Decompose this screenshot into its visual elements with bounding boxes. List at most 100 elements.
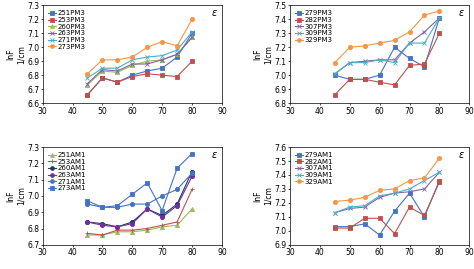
Y-axis label: lnF
1/cm: lnF 1/cm	[6, 45, 26, 64]
282PM3	[392, 83, 397, 87]
279AM1	[377, 233, 383, 237]
271AM1	[145, 203, 150, 206]
Y-axis label: lnF
1/cm: lnF 1/cm	[6, 186, 26, 205]
Text: ε: ε	[211, 150, 217, 160]
307AM1	[332, 211, 337, 214]
282AM1	[332, 226, 337, 230]
279AM1	[347, 225, 353, 228]
282AM1	[437, 180, 442, 183]
253PM3	[174, 75, 180, 78]
Line: 307AM1: 307AM1	[333, 170, 441, 215]
307AM1	[347, 207, 353, 210]
253PM3	[129, 75, 135, 78]
Text: ε: ε	[459, 8, 464, 18]
329PM3	[392, 39, 397, 42]
Line: 253AM1: 253AM1	[85, 187, 194, 237]
271PM3	[174, 48, 180, 52]
309PM3	[332, 72, 337, 75]
271AM1	[115, 206, 120, 209]
279AM1	[437, 179, 442, 182]
Line: 309PM3: 309PM3	[333, 16, 441, 76]
251PM3	[174, 55, 180, 59]
251PM3	[159, 67, 165, 70]
271AM1	[159, 194, 165, 197]
282AM1	[421, 214, 427, 217]
271AM1	[189, 172, 195, 175]
282AM1	[377, 217, 383, 220]
Line: 263AM1: 263AM1	[85, 174, 194, 229]
329PM3	[332, 61, 337, 64]
271PM3	[100, 67, 105, 70]
282PM3	[437, 32, 442, 35]
Line: 279PM3: 279PM3	[333, 16, 441, 82]
329PM3	[421, 13, 427, 17]
279PM3	[421, 65, 427, 68]
329AM1	[407, 179, 412, 182]
260AM1	[85, 220, 91, 224]
Line: 263PM3: 263PM3	[85, 36, 194, 86]
279PM3	[392, 46, 397, 49]
282PM3	[377, 80, 383, 84]
309AM1	[347, 206, 353, 209]
253AM1	[174, 220, 180, 224]
263AM1	[145, 207, 150, 211]
309AM1	[377, 194, 383, 197]
260PM3	[85, 83, 91, 87]
309AM1	[407, 187, 412, 190]
307AM1	[421, 187, 427, 190]
263AM1	[174, 204, 180, 207]
253AM1	[129, 229, 135, 232]
273PM3	[85, 72, 91, 75]
253AM1	[159, 224, 165, 227]
329PM3	[362, 44, 367, 47]
Line: 260AM1: 260AM1	[85, 169, 194, 229]
279AM1	[362, 222, 367, 225]
279PM3	[437, 16, 442, 20]
271AM1	[174, 188, 180, 191]
260PM3	[189, 36, 195, 39]
253AM1	[100, 233, 105, 237]
329AM1	[421, 176, 427, 179]
260AM1	[129, 220, 135, 224]
260AM1	[115, 225, 120, 228]
251PM3	[189, 32, 195, 35]
273PM3	[159, 40, 165, 43]
309PM3	[407, 41, 412, 45]
271AM1	[100, 206, 105, 209]
253PM3	[159, 73, 165, 77]
309PM3	[437, 16, 442, 20]
307AM1	[377, 196, 383, 199]
273AM1	[129, 193, 135, 196]
273AM1	[100, 206, 105, 209]
279PM3	[347, 78, 353, 81]
Line: 251PM3: 251PM3	[85, 31, 194, 97]
307PM3	[437, 16, 442, 20]
263AM1	[85, 220, 91, 224]
Text: ε: ε	[211, 8, 217, 18]
307PM3	[392, 58, 397, 61]
273PM3	[189, 18, 195, 21]
253PM3	[100, 76, 105, 80]
329AM1	[332, 200, 337, 203]
271PM3	[129, 58, 135, 61]
253AM1	[115, 229, 120, 232]
329AM1	[392, 187, 397, 190]
271PM3	[159, 54, 165, 57]
282PM3	[407, 64, 412, 67]
279PM3	[332, 73, 337, 77]
263PM3	[115, 69, 120, 73]
251AM1	[145, 229, 150, 232]
273PM3	[115, 58, 120, 61]
279PM3	[362, 78, 367, 81]
273PM3	[145, 46, 150, 49]
Legend: 279PM3, 282PM3, 307PM3, 309PM3, 329PM3: 279PM3, 282PM3, 307PM3, 309PM3, 329PM3	[293, 9, 334, 44]
253PM3	[115, 80, 120, 84]
273PM3	[174, 44, 180, 47]
253PM3	[85, 93, 91, 96]
260PM3	[115, 71, 120, 74]
260PM3	[174, 53, 180, 56]
282PM3	[362, 78, 367, 81]
260AM1	[100, 222, 105, 225]
Line: 260PM3: 260PM3	[85, 36, 194, 87]
329PM3	[377, 41, 383, 45]
